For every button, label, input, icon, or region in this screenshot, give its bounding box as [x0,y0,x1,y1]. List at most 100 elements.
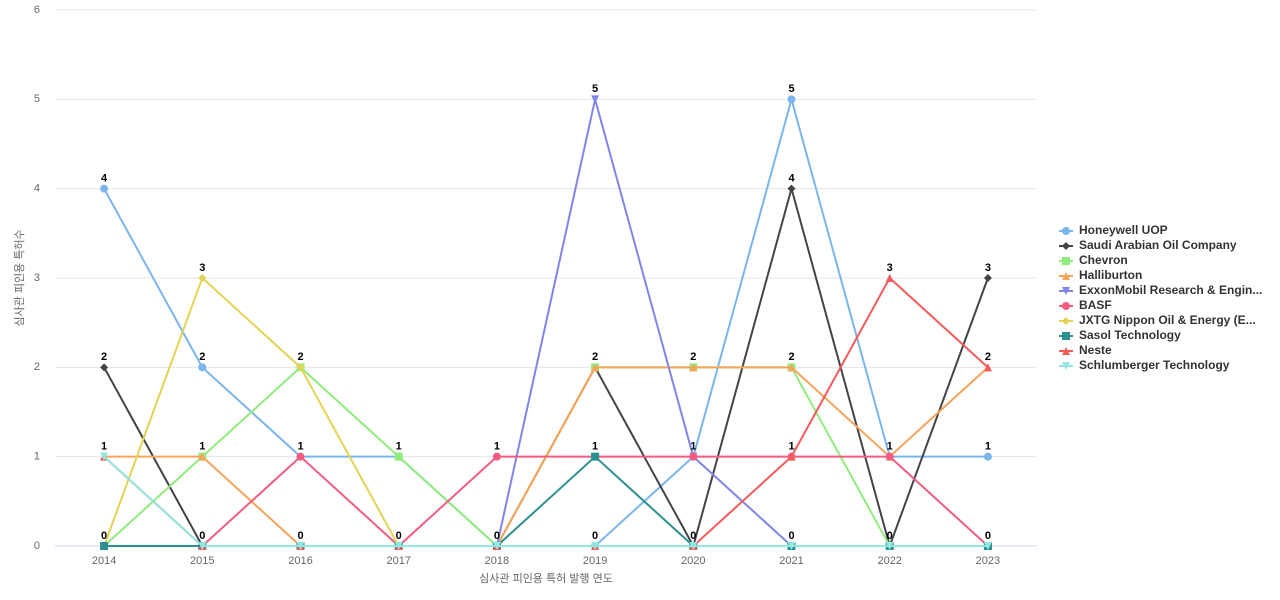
y-tick-label: 0 [34,540,40,552]
x-tick-label: 2019 [583,555,607,567]
legend-item: Schlumberger Technology [1059,358,1230,372]
point [1062,302,1070,310]
x-tick-label: 2018 [485,555,509,567]
point [1062,272,1070,280]
legend-label: Schlumberger Technology [1079,358,1230,372]
legend-label: JXTG Nippon Oil & Energy (E... [1079,313,1256,327]
data-label: 5 [592,83,598,95]
legend-label: ExxonMobil Research & Engin... [1079,283,1262,297]
point [296,542,305,550]
point [100,452,109,461]
point [198,274,207,282]
y-tick-label: 4 [34,183,40,195]
series [100,452,992,550]
data-label: 2 [297,351,303,363]
point [885,452,894,461]
data-label: 1 [887,441,893,453]
data-label: 2 [985,351,991,363]
point [394,452,403,461]
data-label: 0 [985,530,991,542]
point [787,184,796,193]
legend-item: Honeywell UOP [1059,223,1168,237]
x-tick-label: 2021 [779,555,803,567]
point [983,542,992,550]
legend-item: JXTG Nippon Oil & Energy (E... [1059,313,1256,327]
data-label: 0 [199,530,205,542]
legend-item: Chevron [1059,253,1128,267]
point [591,95,600,104]
point [1062,242,1070,250]
y-tick-label: 2 [34,361,40,373]
point [1062,347,1070,355]
point [885,542,894,550]
point [885,274,894,282]
point [1062,287,1070,295]
data-label: 4 [788,173,795,185]
data-label: 0 [297,530,303,542]
point [1062,227,1070,235]
series-line [104,455,988,547]
series [100,452,992,550]
x-tick-label: 2022 [877,555,901,567]
legend-label: Chevron [1079,253,1128,267]
y-tick-label: 5 [34,93,40,105]
data-label: 2 [788,351,794,363]
point [689,452,698,461]
legend-label: BASF [1079,298,1112,312]
point [198,542,207,550]
series [100,274,992,550]
point [1062,362,1070,370]
data-label: 1 [101,441,107,453]
point [492,542,501,550]
legend-label: Halliburton [1079,268,1142,282]
point [1062,257,1070,265]
legend-item: Sasol Technology [1059,328,1181,342]
data-label: 1 [985,441,991,453]
point [198,452,207,461]
point [1062,317,1070,325]
data-label: 2 [592,351,598,363]
point [591,542,600,550]
data-label: 1 [788,441,794,453]
point [689,363,698,372]
point [983,363,992,372]
data-label: 0 [494,530,500,542]
data-label: 5 [788,83,794,95]
point [296,363,305,372]
point [787,542,796,550]
data-label: 0 [396,530,402,542]
data-label: 3 [199,262,205,274]
series-line [103,455,988,547]
x-tick-label: 2014 [92,555,116,567]
data-label: 2 [101,351,107,363]
data-label: 0 [788,530,794,542]
legend-label: Saudi Arabian Oil Company [1079,238,1237,252]
data-label: 3 [985,262,991,274]
point [100,363,109,372]
point [100,542,109,550]
series [100,95,992,550]
y-axis-title: 심사관 피인용 특허수 [13,229,26,326]
data-label: 2 [690,351,696,363]
point [394,542,403,550]
legend-label: Neste [1079,343,1112,357]
x-tick-label: 2020 [681,555,705,567]
point [1062,332,1070,340]
series-line [104,99,988,547]
x-tick-label: 2023 [976,555,1000,567]
point [591,452,600,461]
series [100,274,992,550]
x-tick-label: 2016 [288,555,312,567]
point [983,452,992,461]
legend-label: Honeywell UOP [1079,223,1168,237]
data-label: 1 [494,441,500,453]
legend-label: Sasol Technology [1079,328,1181,342]
x-axis-title: 심사관 피인용 특허 발행 연도 [479,572,613,585]
point [591,363,600,372]
data-label: 0 [887,530,893,542]
y-tick-label: 1 [34,451,40,463]
y-tick-label: 6 [34,4,40,16]
legend-item: Halliburton [1059,268,1142,282]
